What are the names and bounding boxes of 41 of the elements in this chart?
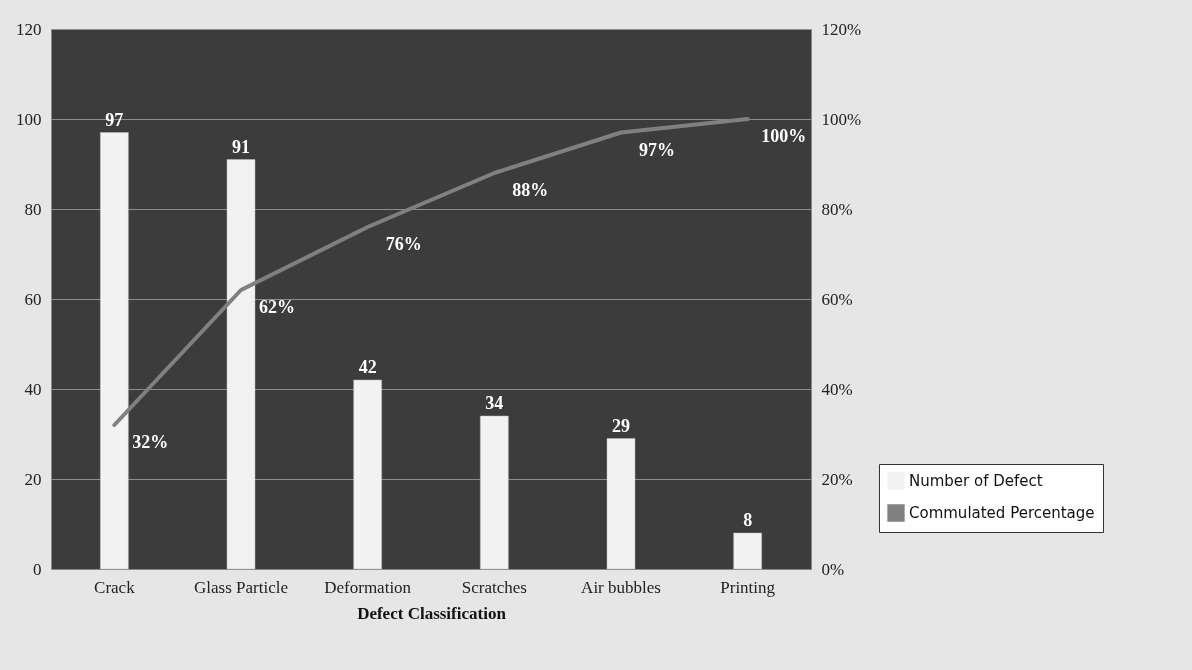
y-tick-label: 20: [24, 469, 42, 489]
y2-tick-label: 40%: [821, 379, 853, 399]
y2-tick-label: 120%: [821, 19, 862, 39]
x-tick-label: Printing: [720, 577, 776, 597]
data-label: 42: [358, 357, 377, 377]
x-tick-label: Scratches: [461, 577, 527, 597]
data-label: 8: [743, 510, 753, 530]
y2-tick-label: 0%: [821, 559, 845, 579]
y2-tick-label: 100%: [821, 109, 862, 129]
data-label: 97%: [639, 139, 675, 160]
data-label: 97: [105, 109, 124, 130]
bar: [606, 438, 636, 570]
y-tick-label: 40: [24, 379, 42, 399]
x-tick-label: Crack: [94, 577, 136, 597]
y2-tick-label: 60%: [821, 289, 853, 309]
bar: [353, 379, 382, 570]
y2-tick-label: 20%: [821, 469, 853, 489]
y2-tick-label: 80%: [821, 199, 853, 219]
data-label: 76%: [385, 234, 422, 254]
y-tick-label: 120: [16, 19, 42, 39]
bar: [480, 415, 509, 570]
y-tick-label: 80: [24, 199, 42, 219]
legend-label: Number of Defect: [909, 472, 1043, 490]
bar: [733, 532, 762, 570]
y-tick-label: 60: [24, 289, 42, 309]
data-label: 62%: [259, 297, 295, 317]
bar: [100, 132, 129, 570]
data-label: 32%: [132, 432, 169, 452]
data-label: 29: [612, 415, 630, 436]
data-label: 100%: [761, 126, 807, 146]
x-tick-label: Air bubbles: [581, 577, 661, 597]
x-axis-title: Defect Classification: [357, 603, 507, 623]
y-tick-label: 100: [16, 109, 42, 129]
data-label: 91: [232, 136, 250, 157]
x-tick-label: Deformation: [324, 577, 412, 597]
bar: [226, 159, 256, 570]
legend-label: Commulated Percentage: [909, 504, 1095, 522]
data-label: 34: [485, 393, 504, 413]
y-tick-label: 0: [33, 559, 42, 579]
x-tick-label: Glass Particle: [194, 577, 288, 597]
data-label: 88%: [512, 180, 549, 200]
